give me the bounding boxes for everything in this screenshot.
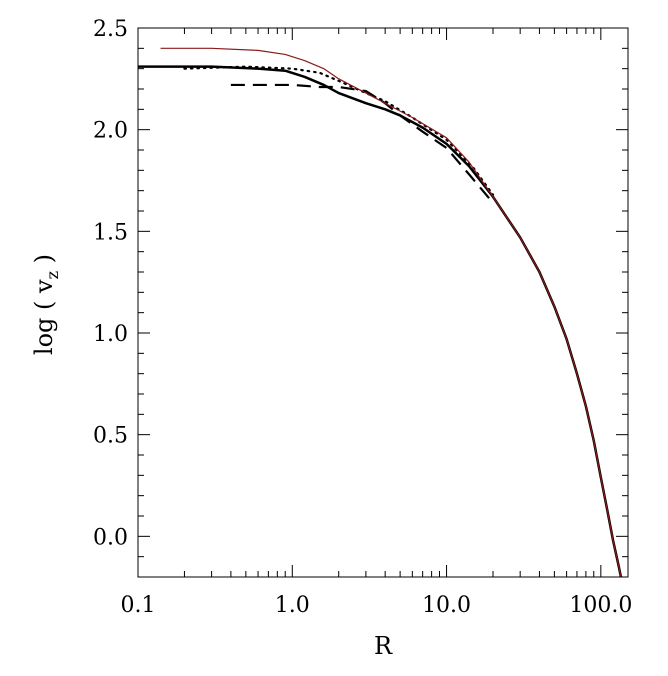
series-line-solid-thick [138,65,623,578]
x-tick-label: 100.0 [569,593,632,618]
y-axis-title-prefix: log ( v [30,279,58,355]
series-line-dotted [183,65,495,196]
plot-frame [137,27,629,578]
y-tick-label: 1.5 [93,220,128,245]
y-tick-label: 0.0 [93,525,128,550]
y-tick-label: 1.0 [93,322,128,347]
series-layer [138,47,623,578]
series-line-solid-thin [160,47,622,578]
y-tick-label: 2.0 [93,119,128,144]
y-tick-label: 0.5 [93,424,128,449]
ticks-layer [137,27,628,578]
y-axis-title-subscript: z [43,271,62,279]
x-axis-title: R [374,632,393,660]
y-axis-title-suffix: ) [30,254,58,271]
x-tick-label: 0.1 [121,593,156,618]
tick-labels: 0.1 1.0 10.0 100.0 0.0 0.5 1.0 1.5 2.0 2.5 [93,17,632,618]
x-tick-label: 1.0 [275,593,310,618]
y-axis-title: log ( vz ) [30,254,62,355]
y-tick-label: 2.5 [93,17,128,42]
x-tick-label: 10.0 [422,593,471,618]
